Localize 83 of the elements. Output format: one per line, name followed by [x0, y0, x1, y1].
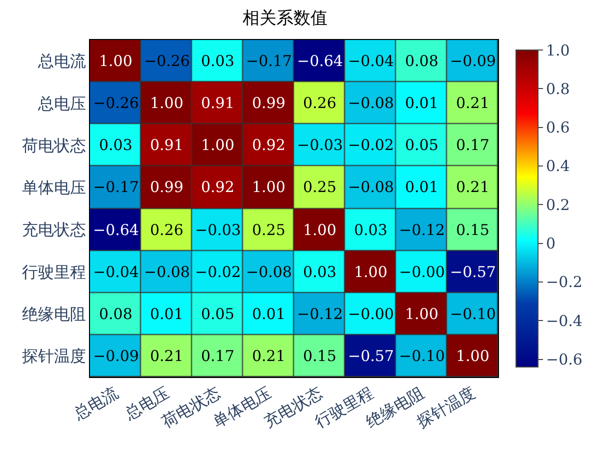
data-label: 0.01 — [252, 305, 286, 323]
color-bar-label: 0.2 — [546, 196, 570, 214]
data-label: −0.08 — [348, 94, 394, 112]
data-label: 0.15 — [303, 347, 336, 365]
data-label: 0.91 — [201, 94, 234, 112]
data-label: 0.17 — [456, 136, 490, 154]
color-bar-label: 0 — [546, 234, 556, 253]
data-label: −0.57 — [348, 347, 394, 365]
color-bar-label: 0.4 — [546, 157, 570, 176]
data-label: 0.21 — [456, 178, 490, 196]
data-label: 0.03 — [354, 221, 388, 239]
data-label: 0.99 — [252, 94, 286, 112]
data-label: −0.04 — [348, 52, 394, 70]
data-label: 0.92 — [201, 178, 234, 196]
data-label: −0.17 — [246, 52, 292, 70]
data-label: −0.00 — [348, 305, 394, 323]
data-label: −0.09 — [450, 52, 496, 70]
y-tick-label: 总电压 — [36, 94, 86, 113]
data-label: −0.26 — [144, 52, 190, 70]
data-label: 0.01 — [405, 94, 438, 112]
data-label: 0.26 — [303, 94, 336, 112]
x-tick-label: 总电流 — [70, 383, 122, 424]
data-label: 0.08 — [99, 305, 132, 323]
data-label: 1.00 — [150, 94, 184, 112]
color-bar-label: −0.4 — [546, 312, 582, 330]
data-label: −0.02 — [348, 136, 394, 154]
data-label: −0.12 — [297, 305, 343, 323]
data-label: 1.00 — [456, 347, 490, 365]
y-tick-label: 探针温度 — [22, 346, 86, 366]
data-label: 1.00 — [303, 221, 336, 239]
data-label: 0.03 — [201, 52, 234, 70]
color-bar-label: 1.0 — [546, 41, 570, 60]
data-label: 0.01 — [405, 178, 438, 196]
data-label: 0.99 — [150, 178, 184, 196]
data-label: −0.03 — [297, 136, 343, 154]
data-label: 0.25 — [303, 178, 336, 196]
data-label: −0.64 — [297, 52, 343, 70]
chart-title: 相关系数值 — [242, 8, 328, 28]
data-label: −0.57 — [450, 263, 496, 281]
data-label: 1.00 — [405, 305, 438, 323]
data-label: 0.15 — [456, 221, 490, 239]
data-label: 0.05 — [405, 136, 438, 154]
data-label: 0.21 — [456, 94, 490, 112]
data-label: 0.08 — [405, 52, 438, 70]
data-label: −0.10 — [450, 305, 496, 323]
data-label: 0.03 — [99, 136, 132, 154]
data-label: 0.21 — [150, 347, 184, 365]
data-label: 1.00 — [252, 178, 286, 196]
data-label: −0.64 — [93, 221, 139, 239]
color-bar-label: −0.2 — [546, 273, 582, 292]
data-label: −0.26 — [93, 94, 139, 112]
data-label: 1.00 — [201, 136, 234, 154]
data-label: −0.03 — [195, 221, 241, 239]
data-label: 0.92 — [252, 136, 286, 154]
color-bar-label: 0.8 — [546, 80, 570, 98]
color-bar-label: 0.6 — [546, 118, 570, 137]
y-tick-label: 充电状态 — [22, 220, 86, 240]
y-tick-label: 荷电状态 — [22, 136, 86, 155]
data-label: −0.10 — [399, 347, 445, 365]
data-label: 0.01 — [150, 305, 184, 323]
data-label: −0.00 — [399, 263, 445, 281]
data-label: 0.26 — [150, 221, 184, 239]
data-label: 0.25 — [252, 221, 286, 239]
y-tick-label: 总电流 — [36, 52, 86, 71]
data-label: 0.91 — [150, 136, 184, 154]
data-label: −0.08 — [144, 263, 190, 281]
y-tick-label: 单体电压 — [22, 178, 86, 198]
y-tick-label: 绝缘电阻 — [22, 304, 86, 324]
data-label: −0.08 — [348, 178, 394, 196]
data-label: 0.03 — [303, 263, 336, 281]
data-label: 1.00 — [99, 52, 132, 70]
data-label: −0.04 — [93, 263, 139, 281]
data-label: −0.08 — [246, 263, 292, 281]
color-bar-label: −0.6 — [546, 350, 582, 369]
data-label: 1.00 — [354, 263, 388, 281]
data-label: −0.02 — [195, 263, 241, 281]
data-label: −0.09 — [93, 347, 139, 365]
y-tick-label: 行驶里程 — [22, 262, 86, 282]
data-label: −0.17 — [93, 178, 139, 196]
data-label: −0.12 — [399, 221, 445, 239]
data-label: 0.05 — [201, 305, 234, 323]
data-label: 0.17 — [201, 347, 234, 365]
data-label: 0.21 — [252, 347, 286, 365]
